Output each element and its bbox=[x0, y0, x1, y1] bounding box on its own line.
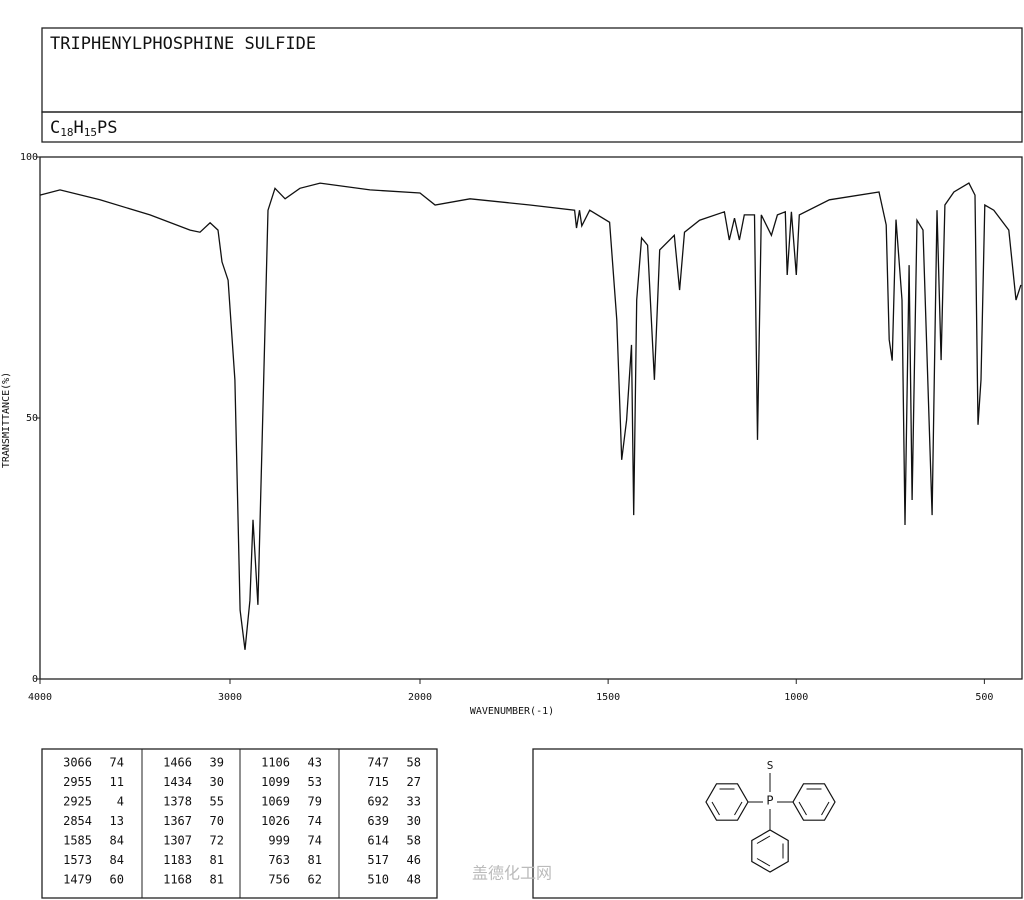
peak-wavenumber: 1026 bbox=[261, 814, 290, 828]
x-tick-label: 4000 bbox=[28, 692, 52, 703]
formula-sub: 15 bbox=[84, 126, 97, 139]
peak-transmittance: 30 bbox=[210, 775, 224, 789]
peak-transmittance: 81 bbox=[210, 853, 224, 867]
atom-label: P bbox=[766, 794, 773, 808]
peak-wavenumber: 763 bbox=[268, 853, 290, 867]
peak-wavenumber: 1106 bbox=[261, 756, 290, 770]
x-tick-label: 1000 bbox=[784, 692, 808, 703]
peak-transmittance: 74 bbox=[308, 834, 322, 848]
peak-wavenumber: 517 bbox=[367, 853, 389, 867]
peak-wavenumber: 692 bbox=[367, 795, 389, 809]
peak-transmittance: 30 bbox=[407, 814, 421, 828]
peak-wavenumber: 1099 bbox=[261, 775, 290, 789]
peak-transmittance: 74 bbox=[110, 756, 124, 770]
peak-transmittance: 4 bbox=[117, 795, 124, 809]
structure-box bbox=[532, 748, 1023, 899]
x-tick-label: 2000 bbox=[408, 692, 432, 703]
x-axis-label: WAVENUMBER(-1) bbox=[470, 706, 554, 717]
y-tick-label: 50 bbox=[26, 413, 38, 424]
peak-transmittance: 84 bbox=[110, 853, 124, 867]
peak-wavenumber: 510 bbox=[367, 873, 389, 887]
peak-transmittance: 58 bbox=[407, 756, 421, 770]
peak-wavenumber: 2854 bbox=[63, 814, 92, 828]
peak-transmittance: 13 bbox=[110, 814, 124, 828]
peak-wavenumber: 715 bbox=[367, 775, 389, 789]
x-tick-label: 3000 bbox=[218, 692, 242, 703]
ring-double-bond bbox=[711, 801, 720, 816]
peak-wavenumber: 1069 bbox=[261, 795, 290, 809]
formula-part: PS bbox=[97, 118, 117, 138]
title: TRIPHENYLPHOSPHINE SULFIDE bbox=[50, 34, 316, 54]
peak-wavenumber: 1466 bbox=[163, 756, 192, 770]
benzene-ring bbox=[792, 783, 836, 821]
peak-wavenumber: 1168 bbox=[163, 873, 192, 887]
y-axis-label: TRANSMITTANCE(%) bbox=[1, 372, 12, 468]
peak-wavenumber: 1434 bbox=[163, 775, 192, 789]
peak-transmittance: 48 bbox=[407, 873, 421, 887]
peak-wavenumber: 1479 bbox=[63, 873, 92, 887]
peak-transmittance: 11 bbox=[110, 775, 124, 789]
ring-double-bond bbox=[821, 801, 830, 816]
formula-box bbox=[41, 111, 1023, 143]
y-tick-label: 0 bbox=[32, 674, 38, 685]
x-tick-label: 1500 bbox=[596, 692, 620, 703]
peak-wavenumber: 614 bbox=[367, 834, 389, 848]
peak-wavenumber: 3066 bbox=[63, 756, 92, 770]
peak-transmittance: 72 bbox=[210, 834, 224, 848]
peak-wavenumber: 1367 bbox=[163, 814, 192, 828]
peak-wavenumber: 747 bbox=[367, 756, 389, 770]
formula-part: H bbox=[74, 118, 84, 138]
peak-transmittance: 60 bbox=[110, 873, 124, 887]
formula-sub: 18 bbox=[60, 126, 73, 139]
formula-part: C bbox=[50, 118, 60, 138]
peak-wavenumber: 1573 bbox=[63, 853, 92, 867]
peak-wavenumber: 639 bbox=[367, 814, 389, 828]
peak-wavenumber: 756 bbox=[268, 873, 290, 887]
peak-transmittance: 74 bbox=[308, 814, 322, 828]
atom-label: S bbox=[767, 759, 774, 772]
formula: C18H15PS bbox=[50, 118, 117, 139]
peak-transmittance: 55 bbox=[210, 795, 224, 809]
benzene-ring bbox=[751, 829, 789, 873]
peak-transmittance: 58 bbox=[407, 834, 421, 848]
peak-wavenumber: 999 bbox=[268, 834, 290, 848]
ring-double-bond bbox=[756, 858, 771, 867]
y-tick-label: 100 bbox=[20, 152, 38, 163]
peak-transmittance: 33 bbox=[407, 795, 421, 809]
watermark: 盖德化工网 bbox=[472, 864, 552, 883]
peak-wavenumber: 1378 bbox=[163, 795, 192, 809]
peak-transmittance: 53 bbox=[308, 775, 322, 789]
peak-transmittance: 46 bbox=[407, 853, 421, 867]
peak-transmittance: 84 bbox=[110, 834, 124, 848]
spectrum-line bbox=[39, 182, 1022, 650]
peak-transmittance: 62 bbox=[308, 873, 322, 887]
peak-wavenumber: 1585 bbox=[63, 834, 92, 848]
ring-double-bond bbox=[756, 835, 771, 844]
peak-wavenumber: 1307 bbox=[163, 834, 192, 848]
peak-wavenumber: 2955 bbox=[63, 775, 92, 789]
peak-transmittance: 79 bbox=[308, 795, 322, 809]
peak-transmittance: 43 bbox=[308, 756, 322, 770]
peak-transmittance: 39 bbox=[210, 756, 224, 770]
ring-double-bond bbox=[798, 801, 807, 816]
peak-transmittance: 81 bbox=[308, 853, 322, 867]
peak-wavenumber: 1183 bbox=[163, 853, 192, 867]
ring-double-bond bbox=[734, 801, 743, 816]
peak-wavenumber: 2925 bbox=[63, 795, 92, 809]
plot-frame bbox=[39, 156, 1023, 680]
peak-transmittance: 81 bbox=[210, 873, 224, 887]
benzene-ring bbox=[705, 783, 749, 821]
x-tick-label: 500 bbox=[975, 692, 993, 703]
peak-transmittance: 27 bbox=[407, 775, 421, 789]
peak-transmittance: 70 bbox=[210, 814, 224, 828]
